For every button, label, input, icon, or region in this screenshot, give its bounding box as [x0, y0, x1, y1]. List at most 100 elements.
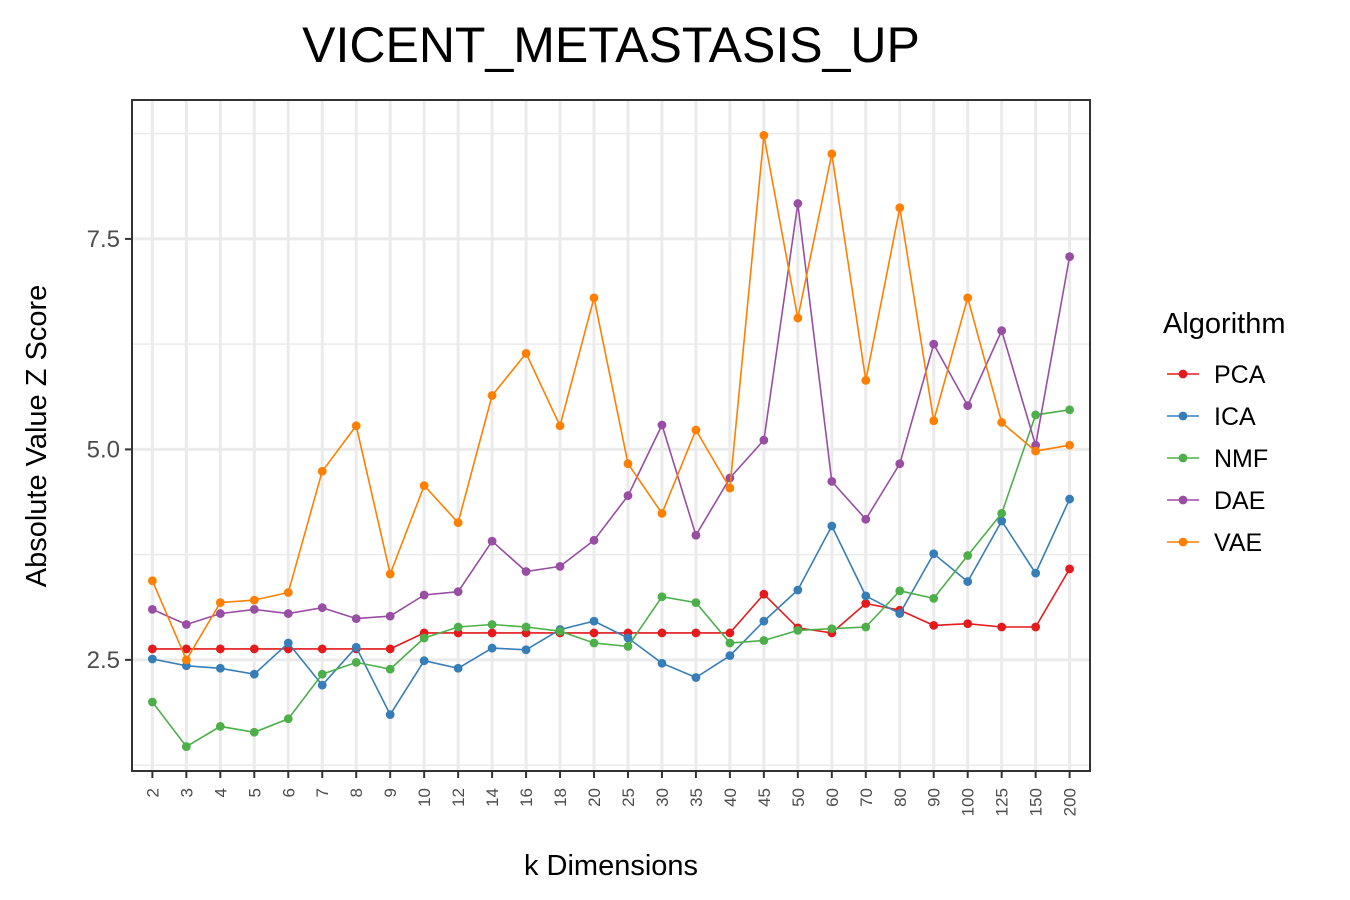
data-point-nmf: [1065, 405, 1075, 415]
x-tick-label: 2: [143, 788, 162, 797]
data-point-nmf: [147, 697, 157, 707]
x-tick-label: 8: [347, 788, 366, 797]
x-tick-label: 60: [823, 788, 842, 807]
data-point-vae: [759, 130, 769, 140]
data-point-vae: [181, 655, 191, 665]
x-tick-label: 25: [619, 788, 638, 807]
data-point-pca: [249, 644, 259, 654]
data-point-ica: [827, 521, 837, 531]
legend-key-point-ica: [1178, 411, 1188, 421]
data-point-ica: [861, 591, 871, 601]
data-point-dae: [793, 199, 803, 208]
x-tick-label: 200: [1061, 788, 1080, 816]
data-point-vae: [963, 293, 973, 303]
data-point-ica: [317, 680, 327, 690]
data-point-nmf: [657, 592, 667, 602]
legend-key-point-nmf: [1178, 453, 1188, 463]
data-point-nmf: [521, 622, 531, 632]
legend-title: Algorithm: [1163, 308, 1286, 340]
data-point-ica: [521, 645, 531, 655]
data-point-ica: [351, 642, 361, 652]
data-point-nmf: [283, 714, 293, 724]
data-point-dae: [249, 604, 259, 614]
x-tick-label: 5: [245, 788, 264, 797]
x-tick-label: 4: [211, 788, 230, 797]
y-tick-label: 7.5: [87, 226, 120, 253]
data-point-ica: [997, 516, 1007, 526]
data-point-nmf: [623, 641, 633, 651]
data-point-ica: [215, 663, 225, 673]
data-point-vae: [283, 588, 293, 597]
data-point-dae: [351, 614, 361, 624]
data-point-dae: [419, 590, 429, 600]
legend-label-ica: ICA: [1214, 403, 1256, 431]
x-tick-label: 12: [449, 788, 468, 807]
x-tick-label: 80: [891, 788, 910, 807]
data-point-vae: [555, 421, 565, 431]
data-point-dae: [487, 536, 497, 546]
data-point-dae: [725, 473, 735, 483]
data-point-dae: [861, 514, 871, 524]
data-point-nmf: [895, 586, 905, 596]
data-point-pca: [929, 620, 939, 630]
data-point-vae: [997, 418, 1007, 427]
series-line-dae: [152, 203, 1071, 626]
data-point-vae: [589, 293, 599, 303]
data-point-pca: [385, 644, 395, 654]
data-point-vae: [351, 421, 361, 431]
data-point-pca: [147, 644, 157, 654]
data-point-nmf: [215, 721, 225, 731]
x-tick-label: 10: [415, 788, 434, 807]
series-layer: [147, 130, 1075, 751]
legend-key-point-pca: [1178, 369, 1188, 379]
data-point-nmf: [351, 657, 361, 667]
data-point-dae: [283, 609, 293, 618]
x-tick-label: 9: [381, 788, 400, 797]
series-line-vae: [151, 135, 1070, 662]
data-point-vae: [385, 569, 395, 579]
data-point-nmf: [181, 742, 191, 751]
data-point-nmf: [249, 727, 259, 737]
data-point-dae: [181, 620, 191, 629]
data-point-dae: [555, 562, 565, 571]
data-point-nmf: [555, 626, 565, 636]
data-point-dae: [1065, 252, 1075, 261]
data-point-dae: [997, 326, 1007, 336]
legend: Algorithm PCA ICA NMF DAE VAE: [1163, 308, 1286, 557]
data-point-ica: [895, 609, 905, 618]
x-tick-label: 150: [1027, 788, 1046, 816]
data-point-vae: [215, 598, 225, 608]
data-point-ica: [1031, 568, 1041, 578]
data-point-nmf: [997, 508, 1007, 518]
data-point-vae: [623, 459, 633, 469]
data-point-ica: [725, 651, 735, 661]
data-point-nmf: [861, 622, 871, 632]
data-point-dae: [657, 420, 667, 430]
data-point-pca: [1031, 622, 1041, 632]
data-point-dae: [521, 567, 531, 576]
data-point-vae: [691, 425, 701, 435]
data-point-nmf: [1031, 410, 1041, 420]
x-tick-label: 18: [551, 788, 570, 807]
data-point-nmf: [963, 551, 973, 560]
legend-key-point-dae: [1178, 495, 1188, 505]
data-point-dae: [317, 603, 327, 613]
data-point-vae: [929, 416, 939, 426]
data-point-vae: [725, 483, 735, 493]
data-point-vae: [147, 576, 157, 586]
data-point-dae: [385, 611, 395, 621]
data-point-pca: [997, 622, 1007, 632]
x-tick-label: 20: [585, 788, 604, 807]
x-tick-label: 30: [653, 788, 672, 807]
x-tick-label: 7: [313, 788, 332, 797]
data-point-ica: [385, 710, 395, 719]
data-point-ica: [691, 673, 701, 682]
data-point-nmf: [385, 664, 395, 674]
data-point-dae: [589, 535, 599, 545]
data-point-ica: [147, 654, 157, 664]
data-point-dae: [929, 339, 939, 349]
data-point-ica: [283, 638, 293, 648]
data-point-nmf: [419, 633, 429, 643]
chart-title: VICENT_METASTASIS_UP: [302, 17, 920, 73]
